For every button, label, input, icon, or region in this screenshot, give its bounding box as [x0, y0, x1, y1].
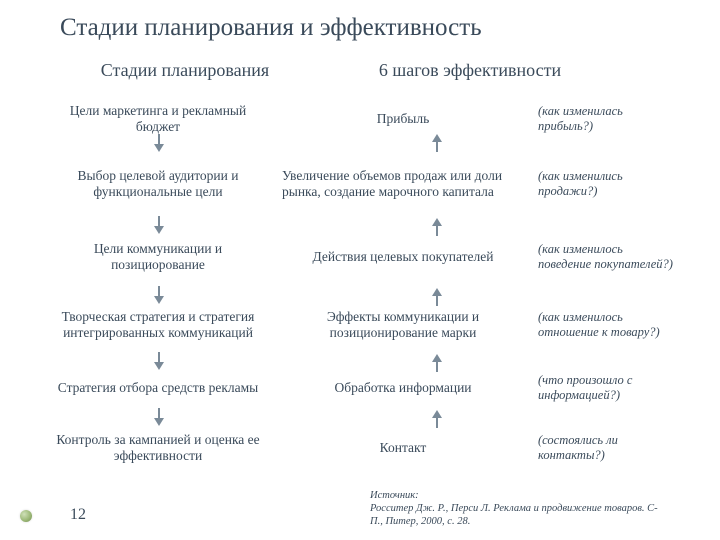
- diagram-grid: Цели маркетинга и рекламный бюджет Прибы…: [48, 96, 688, 474]
- source-label: Источник:: [370, 490, 419, 501]
- note-cell: (как изменилась прибыль?): [538, 96, 678, 142]
- decorative-bullet-icon: [20, 510, 32, 522]
- effect-cell: Действия целевых покупателей: [278, 226, 528, 288]
- right-arrows-layer: [430, 96, 444, 474]
- note-cell: (состоялись ли контакты?): [538, 418, 678, 478]
- note-cell: (как изменились продажи?): [538, 146, 678, 222]
- effect-cell: Увеличение объемов продаж или доли рынка…: [278, 146, 528, 222]
- note-cell: (как изменилось отношение к товару?): [538, 292, 678, 358]
- effect-cell: Эффекты коммуникации и позиционирование …: [278, 292, 528, 358]
- left-arrows-layer: [152, 96, 166, 474]
- note-cell: (что произошло с информацией?): [538, 362, 678, 414]
- effect-cell: Контакт: [278, 418, 528, 478]
- note-cell: (как изменилось поведение покупателей?): [538, 226, 678, 288]
- effect-cell: Прибыль: [278, 96, 528, 142]
- column-header-effects: 6 шагов эффективности: [360, 60, 580, 81]
- effect-cell: Обработка информации: [278, 362, 528, 414]
- column-header-stages: Стадии планирования: [70, 60, 300, 81]
- slide-title: Стадии планирования и эффективность: [60, 14, 700, 42]
- page-number: 12: [70, 506, 86, 524]
- source-text: Росситер Дж. Р., Перси Л. Реклама и прод…: [370, 503, 658, 527]
- source-citation: Источник: Росситер Дж. Р., Перси Л. Рекл…: [370, 489, 670, 528]
